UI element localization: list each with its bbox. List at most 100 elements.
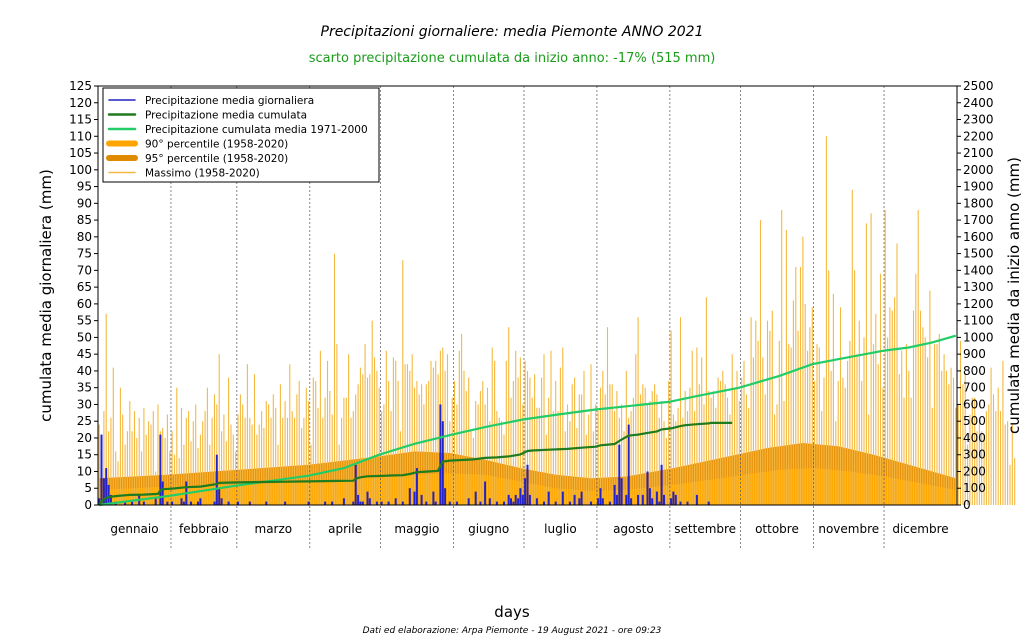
daily-precip-bar (580, 491, 583, 505)
daily-precip-bar (354, 464, 357, 505)
right-tick-label: 1000 (963, 330, 994, 344)
daily-precip-bar (521, 494, 524, 505)
daily-precip-bar (679, 501, 682, 505)
right-tick-label: 700 (963, 381, 986, 395)
daily-precip-bar (674, 494, 677, 505)
left-tick-label: 50 (77, 330, 92, 344)
daily-precip-bar (637, 494, 640, 505)
daily-precip-bar (357, 494, 360, 505)
left-tick-label: 110 (69, 129, 92, 143)
right-tick-label: 200 (963, 464, 986, 478)
left-tick-label: 90 (77, 196, 92, 210)
daily-precip-bar (182, 501, 185, 505)
daily-precip-bar (213, 501, 216, 505)
month-label: settembre (674, 522, 736, 536)
daily-precip-bar (554, 501, 557, 505)
daily-precip-bar (655, 491, 658, 505)
month-label: ottobre (755, 522, 799, 536)
daily-precip-bar (707, 501, 710, 505)
daily-precip-bar (526, 464, 529, 505)
daily-precip-bar (190, 501, 192, 505)
y-axis-label-right: cumulata media da inizio anno (mm) (1005, 157, 1023, 434)
climate-cumulative-line (99, 334, 957, 507)
month-label: dicembre (892, 522, 948, 536)
daily-precip-bar (672, 491, 675, 505)
daily-precip-bar (615, 494, 618, 505)
daily-precip-bar (215, 454, 218, 505)
daily-precip-bar (561, 491, 564, 505)
right-tick-label: 1300 (963, 280, 994, 294)
daily-precip-bar (131, 501, 134, 505)
month-label: gennaio (110, 522, 158, 536)
daily-precip-bar (630, 498, 633, 505)
left-tick-label: 30 (77, 397, 92, 411)
y-axis-label-left: cumulata media giornaliera (mm) (37, 169, 55, 422)
left-tick-label: 35 (77, 381, 92, 395)
daily-precip-bar (171, 501, 174, 505)
month-label: luglio (544, 522, 577, 536)
left-tick-label: 85 (77, 213, 92, 227)
daily-precip-bar (627, 424, 630, 505)
daily-precip-bar (342, 498, 345, 505)
right-tick-label: 2000 (963, 163, 994, 177)
daily-precip-bar (415, 468, 418, 505)
daily-precip-bar (218, 488, 221, 505)
daily-precip-bar (439, 404, 442, 505)
right-tick-label: 2400 (963, 96, 994, 110)
daily-precip-bar (413, 491, 416, 505)
daily-precip-bar (380, 501, 383, 505)
left-tick-label: 75 (77, 247, 92, 261)
daily-precip-bar (618, 444, 621, 505)
left-tick-label: 60 (77, 297, 92, 311)
daily-precip-bar (109, 494, 112, 505)
month-label: maggio (394, 522, 439, 536)
daily-precip-bar (154, 498, 157, 505)
legend-label: Massimo (1958-2020) (145, 168, 260, 180)
right-tick-label: 1900 (963, 180, 994, 194)
daily-precip-bar (590, 501, 592, 505)
left-tick-label: 5 (84, 481, 92, 495)
daily-precip-bar (105, 468, 108, 505)
daily-precip-bar (663, 494, 665, 505)
daily-precip-bar (324, 501, 327, 505)
right-tick-label: 100 (963, 481, 986, 495)
right-tick-label: 2500 (963, 79, 994, 93)
daily-precip-bar (307, 501, 310, 505)
right-tick-label: 600 (963, 397, 986, 411)
right-tick-label: 800 (963, 364, 986, 378)
daily-precip-bar (660, 464, 663, 505)
daily-precip-bar (568, 501, 571, 505)
right-tick-label: 1500 (963, 247, 994, 261)
left-tick-label: 95 (77, 180, 92, 194)
month-label: febbraio (179, 522, 229, 536)
plot-frame (97, 85, 958, 506)
month-label: marzo (255, 522, 293, 536)
daily-precip-bar (543, 501, 545, 505)
daily-precip-bar (361, 501, 364, 505)
daily-precip-bar (578, 498, 581, 505)
daily-precip-bar (455, 501, 458, 505)
daily-precip-bar (142, 501, 145, 505)
daily-precip-bar (528, 494, 531, 505)
left-tick-label: 100 (69, 163, 92, 177)
right-tick-label: 1600 (963, 230, 994, 244)
daily-precip-bar (166, 501, 169, 505)
left-tick-label: 25 (77, 414, 92, 428)
daily-precip-bar (495, 501, 498, 505)
right-tick-label: 1100 (963, 314, 994, 328)
chart-subtitle: scarto precipitazione cumulata da inizio… (308, 51, 716, 66)
daily-precip-bar (507, 494, 510, 505)
daily-precip-bar (248, 501, 251, 505)
daily-precip-bar (670, 498, 673, 505)
daily-precip-bar (375, 501, 378, 505)
daily-precip-bar (573, 494, 576, 505)
daily-precip-bar (517, 498, 520, 505)
daily-precip-bar (658, 501, 661, 505)
daily-precip-bar (613, 484, 616, 505)
daily-precip-bar (401, 501, 404, 505)
left-tick-label: 45 (77, 347, 92, 361)
right-tick-label: 300 (963, 448, 986, 462)
daily-precip-bar (479, 501, 482, 505)
daily-precip-bar (159, 434, 162, 505)
